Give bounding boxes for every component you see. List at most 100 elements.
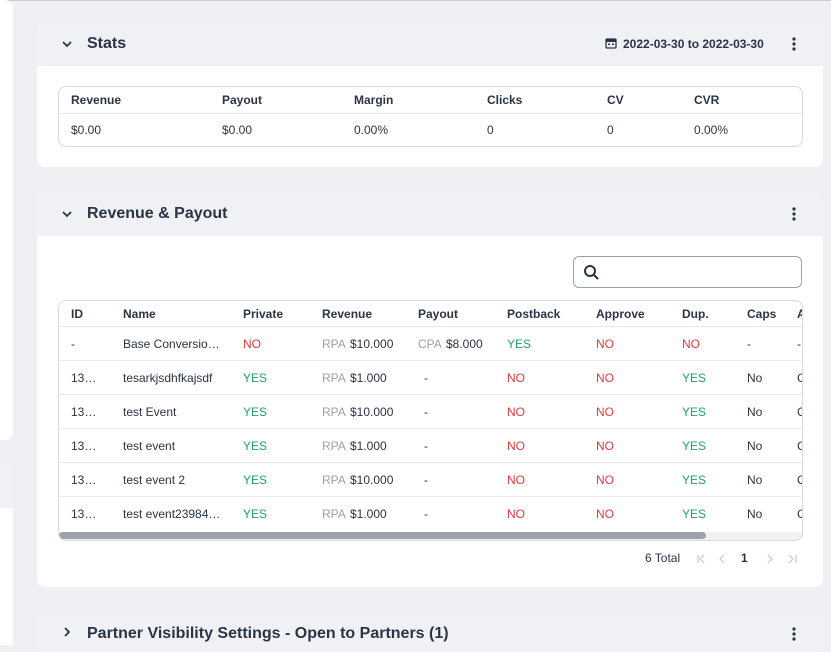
cell: 13…	[71, 371, 97, 385]
cell: C	[797, 405, 802, 419]
row-divider	[59, 496, 802, 497]
cell: NO	[596, 507, 614, 521]
rate-type: RPA	[322, 507, 346, 521]
page-number[interactable]: 1	[741, 551, 748, 565]
column-header: Dup.	[682, 307, 709, 321]
cell: YES	[682, 473, 707, 487]
row-divider	[59, 462, 802, 463]
stats-card: Stats 2022-03-30 to 2022-03-30 Revenue $0…	[37, 22, 823, 167]
pagination-arrows[interactable]	[695, 553, 823, 565]
cell: YES	[682, 405, 707, 419]
cell: NO	[243, 337, 261, 351]
cell: C	[797, 371, 802, 385]
cell: NO	[507, 371, 525, 385]
menu-icon[interactable]	[790, 36, 798, 52]
cell: -	[797, 337, 801, 351]
column-header: Payout	[418, 307, 459, 321]
side-panel	[0, 465, 13, 645]
row-divider	[59, 360, 802, 361]
column-header: Private	[243, 307, 284, 321]
stat-value: $0.00	[71, 123, 102, 137]
cell: NO	[507, 405, 525, 419]
cell: 13…	[71, 439, 97, 453]
card-header[interactable]: Revenue & Payout	[37, 192, 823, 236]
stats-table: Revenue $0.00 Payout $0.00 Margin 0.00% Clicks…	[58, 86, 803, 147]
card-header[interactable]: Partner Visibility Settings - Open to Pa…	[37, 612, 823, 652]
revenue-payout-card: Revenue & Payout ID Name Private Revenue Pay…	[37, 192, 823, 587]
cell: NO	[596, 439, 614, 453]
cell: YES	[243, 405, 268, 419]
amount: $1.000	[350, 507, 387, 521]
row-divider	[59, 326, 802, 327]
cell: NO	[596, 371, 614, 385]
collapse-icon[interactable]	[61, 208, 73, 220]
amount: $10.000	[350, 337, 394, 351]
cell: NO	[596, 405, 614, 419]
row-divider	[59, 113, 802, 114]
scrollbar-thumb[interactable]	[59, 532, 706, 539]
stat-value: 0	[607, 123, 614, 137]
cell: No	[747, 371, 763, 385]
cell: NO	[507, 507, 525, 521]
cell: test event	[123, 439, 176, 453]
collapse-icon[interactable]	[61, 38, 73, 50]
cell: -	[71, 337, 75, 351]
cell: YES	[682, 439, 707, 453]
rate-type: RPA	[322, 405, 346, 419]
cell: C	[797, 473, 802, 487]
cell: YES	[243, 439, 268, 453]
expand-icon[interactable]	[61, 626, 73, 638]
side-panel	[0, 0, 13, 440]
cell: -	[424, 507, 428, 521]
cell: NO	[507, 439, 525, 453]
menu-icon[interactable]	[790, 206, 798, 222]
column-header: CV	[607, 93, 624, 107]
cell: NO	[682, 337, 700, 351]
cell: YES	[243, 473, 268, 487]
cell: YES	[507, 337, 532, 351]
cell: -	[424, 371, 428, 385]
amount: $8.000	[446, 337, 483, 351]
cell: YES	[682, 371, 707, 385]
amount: $10.000	[350, 473, 394, 487]
date-range[interactable]: 2022-03-30 to 2022-03-30	[623, 37, 764, 51]
cell: NO	[507, 473, 525, 487]
revenue-table: ID Name Private Revenue Payout Postback Approv…	[58, 300, 803, 541]
card-title: Partner Visibility Settings - Open to Pa…	[87, 625, 449, 642]
cell: No	[747, 473, 763, 487]
column-header: Revenue	[322, 307, 373, 321]
cell: NO	[596, 473, 614, 487]
column-header: Payout	[222, 93, 263, 107]
rate-type: RPA	[322, 337, 346, 351]
column-header: Revenue	[71, 93, 122, 107]
rate-type: RPA	[322, 371, 346, 385]
cell: YES	[243, 371, 268, 385]
cell: -	[424, 473, 428, 487]
card-header[interactable]: Stats 2022-03-30 to 2022-03-30	[37, 22, 823, 66]
rate-type: CPA	[418, 337, 442, 351]
cell: -	[424, 405, 428, 419]
card-title: Revenue & Payout	[87, 205, 228, 222]
cell: C	[797, 439, 802, 453]
top-border	[0, 0, 831, 1]
column-header: Approve	[596, 307, 645, 321]
search-input[interactable]	[573, 256, 802, 288]
cell: Base Conversio…	[123, 337, 220, 351]
rate-type: RPA	[322, 439, 346, 453]
column-header: Name	[123, 307, 156, 321]
cell: tesarkjsdhfkajsdf	[123, 371, 213, 385]
column-header: A	[797, 307, 802, 321]
card-title: Stats	[87, 35, 127, 52]
cell: YES	[243, 507, 268, 521]
stat-value: 0	[487, 123, 494, 137]
amount: $1.000	[350, 439, 387, 453]
cell: test event 2	[123, 473, 186, 487]
rate-type: RPA	[322, 473, 346, 487]
cell: -	[424, 439, 428, 453]
menu-icon[interactable]	[790, 626, 798, 642]
column-header: Postback	[507, 307, 561, 321]
stat-value: $0.00	[222, 123, 253, 137]
stat-value: 0.00%	[694, 123, 729, 137]
column-header: Caps	[747, 307, 777, 321]
